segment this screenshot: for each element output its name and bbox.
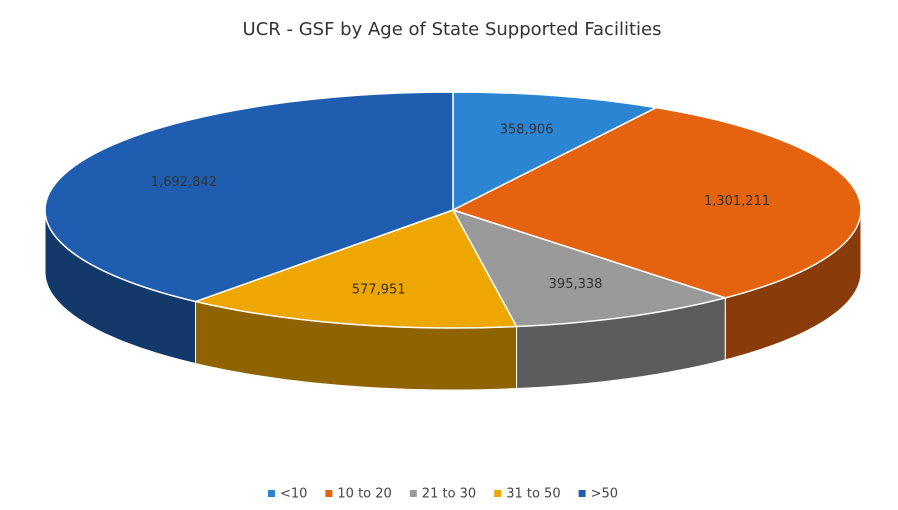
legend-label: 10 to 20: [337, 487, 391, 502]
slice: [451, 106, 862, 299]
legend-label: 31 to 50: [506, 487, 560, 502]
data-label: 1,301,211: [704, 194, 770, 209]
legend-swatch: [578, 490, 586, 497]
legend-label: <10: [280, 487, 307, 502]
legend-label: 21 to 30: [422, 487, 476, 502]
chart-title: UCR - GSF by Age of State Supported Faci…: [243, 19, 662, 40]
slice: [452, 91, 659, 212]
legend-swatch: [325, 490, 333, 497]
legend-swatch: [409, 490, 417, 497]
slice: [192, 209, 518, 329]
legend-swatch: [494, 490, 502, 497]
data-label: 577,951: [352, 282, 406, 297]
slice: [451, 208, 728, 328]
legend-label: >50: [591, 487, 618, 502]
data-label: 358,906: [500, 123, 554, 138]
legend-swatch: [267, 490, 275, 497]
data-label: 395,338: [549, 277, 603, 292]
slice: [44, 91, 454, 303]
data-label: 1,692,842: [151, 175, 217, 190]
